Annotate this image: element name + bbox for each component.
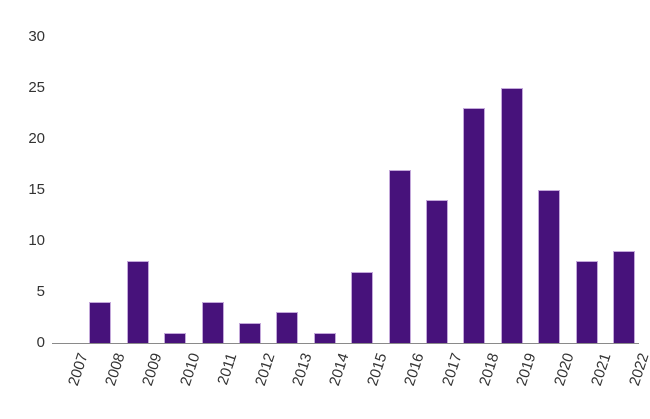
x-tick-label-2014: 2014	[326, 351, 353, 388]
bar-2018	[463, 108, 486, 343]
x-tick-label-2011: 2011	[214, 351, 241, 387]
bar-2021	[575, 261, 598, 343]
bar-2014	[313, 332, 336, 343]
y-tick-label-0: 0	[36, 334, 45, 351]
x-tick-label-2021: 2021	[588, 351, 615, 388]
x-tick-label-2008: 2008	[102, 351, 129, 388]
x-tick-label-2009: 2009	[139, 351, 166, 388]
bar-2009	[126, 261, 149, 343]
bar-2019	[500, 88, 523, 343]
bar-2015	[351, 271, 374, 343]
bar-2012	[239, 322, 261, 343]
bar-2022	[613, 251, 635, 343]
y-tick-label-10: 10	[28, 232, 45, 249]
x-tick-label-2022: 2022	[625, 351, 650, 388]
x-tick-label-2015: 2015	[363, 351, 391, 388]
x-tick-label-2007: 2007	[64, 351, 92, 388]
bar-2010	[164, 332, 187, 343]
bar-2008	[89, 302, 112, 343]
bar-2016	[388, 169, 411, 343]
x-tick-label-2012: 2012	[251, 351, 279, 388]
x-tick-label-2013: 2013	[289, 351, 316, 388]
x-tick-label-2019: 2019	[513, 351, 540, 388]
y-tick-label-5: 5	[36, 283, 45, 300]
y-tick-label-20: 20	[28, 130, 45, 147]
bar-2011	[201, 302, 224, 343]
x-tick-label-2016: 2016	[401, 351, 428, 388]
y-tick-label-25: 25	[28, 79, 45, 96]
bar-2020	[538, 190, 561, 343]
x-tick-label-2018: 2018	[476, 351, 503, 388]
x-tick-label-2020: 2020	[550, 351, 578, 388]
y-tick-label-30: 30	[28, 28, 45, 45]
y-tick-label-15: 15	[28, 181, 45, 198]
bar-2013	[276, 312, 299, 343]
x-tick-label-2017: 2017	[438, 351, 466, 388]
x-axis-line	[52, 343, 639, 344]
x-tick-label-2010: 2010	[176, 351, 204, 388]
bar-2017	[426, 200, 448, 343]
